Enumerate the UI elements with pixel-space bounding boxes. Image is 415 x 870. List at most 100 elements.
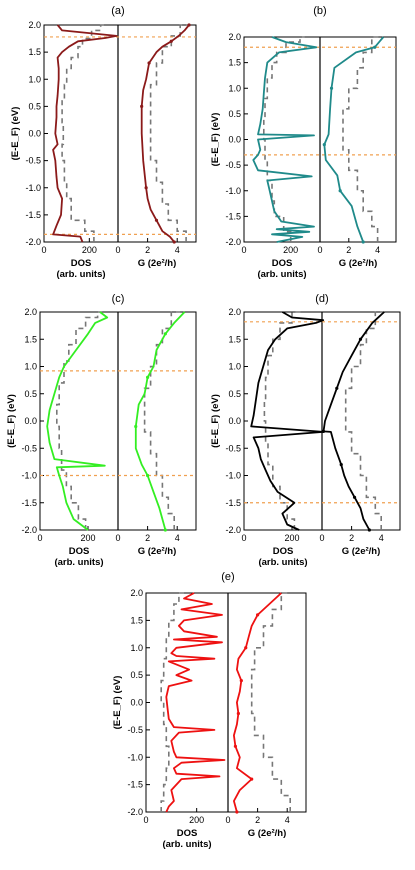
- conductance-point: [146, 473, 150, 478]
- conductance-point: [361, 240, 365, 244]
- g-axis-label: G (2e²/h): [342, 546, 381, 557]
- g-tick-label: 2: [145, 245, 150, 255]
- y-tick-label: 1.0: [24, 362, 37, 372]
- dos-axis-units: (arb. units): [162, 839, 211, 850]
- dos-tick-label: 200: [189, 815, 204, 825]
- g-tick-label: 2: [346, 245, 351, 255]
- g-axis-label: G (2e²/h): [339, 258, 378, 269]
- y-tick-label: -1.5: [225, 211, 241, 221]
- y-tick-label: -1.0: [21, 471, 37, 481]
- panel-label: (e): [221, 571, 234, 583]
- g-tick-label: 2: [349, 533, 354, 543]
- y-tick-label: 0.5: [228, 109, 241, 119]
- y-tick-label: 1.5: [28, 47, 41, 57]
- conductance-point: [235, 810, 239, 814]
- y-tick-label: 0.5: [130, 670, 143, 680]
- y-tick-label: -1.0: [225, 471, 241, 481]
- dos-axis-label: DOS: [177, 828, 198, 839]
- conductance-point: [244, 646, 248, 650]
- conductance-point: [256, 613, 260, 617]
- y-tick-label: -0.5: [225, 160, 241, 170]
- y-tick-label: -2.0: [21, 525, 37, 535]
- dos-axis-units: (arb. units): [54, 557, 103, 568]
- y-tick-label: -1.5: [25, 210, 41, 220]
- reference-dos-curve: [61, 24, 108, 242]
- dos-axis-label: DOS: [71, 258, 92, 269]
- dos-tick-label: 0: [37, 533, 42, 543]
- y-tick-label: -2.0: [127, 807, 143, 817]
- g-tick-label: 4: [175, 533, 180, 543]
- conductance-point: [339, 463, 343, 467]
- y-tick-label: 2.0: [28, 20, 41, 30]
- y-axis-label: (E-E_F) (eV): [210, 113, 221, 167]
- g-axis-label: G (2e²/h): [248, 828, 287, 839]
- panel-d: (d) 2.0 1.5 1.0 0.5 0.0 -0.5 -1.0 -1.5 -2.0 (E-E_F…: [210, 293, 401, 568]
- g-tick-label: 0: [317, 245, 322, 255]
- y-tick-label: 1.0: [228, 362, 241, 372]
- conductance-curve: [233, 592, 282, 813]
- y-tick-label: -1.0: [25, 183, 41, 193]
- y-tick-label: 0.0: [228, 135, 241, 145]
- dos-axis-label: DOS: [273, 546, 294, 557]
- y-tick-label: -1.5: [21, 498, 37, 508]
- conductance-point: [321, 429, 326, 433]
- conductance-point: [236, 711, 240, 716]
- g-tick-label: 4: [285, 815, 290, 825]
- conductance-point: [352, 495, 357, 499]
- y-tick-label: -1.0: [127, 752, 143, 762]
- g-tick-label: 0: [319, 533, 324, 543]
- conductance-point: [146, 375, 150, 379]
- y-tick-label: -2.0: [225, 237, 241, 247]
- conductance-point: [147, 61, 151, 65]
- dos-curve: [252, 36, 318, 243]
- conductance-point: [140, 104, 144, 108]
- y-tick-label: 1.0: [228, 83, 241, 93]
- g-tick-label: 4: [375, 245, 380, 255]
- y-tick-label: 0.0: [228, 416, 241, 426]
- g-tick-label: 0: [225, 815, 230, 825]
- y-tick-label: 1.5: [130, 615, 143, 625]
- y-tick-label: -0.5: [225, 443, 241, 453]
- y-tick-label: 0.0: [24, 416, 37, 426]
- y-axis-label: (E-E_F) (eV): [10, 107, 21, 161]
- conductance-point: [373, 45, 377, 49]
- dos-curve: [250, 311, 325, 531]
- y-tick-label: 1.0: [130, 643, 143, 653]
- dos-axis-units: (arb. units): [257, 269, 306, 280]
- panel-label: (d): [315, 293, 328, 305]
- y-tick-label: 0.5: [24, 389, 37, 399]
- y-tick-label: -1.0: [225, 186, 241, 196]
- reference-conductance-curve: [344, 311, 385, 530]
- conductance-point: [172, 240, 176, 244]
- reference-conductance-curve: [149, 24, 189, 242]
- dos-tick-label: 0: [241, 245, 246, 255]
- dos-axis-label: DOS: [272, 258, 293, 269]
- dos-axis-units: (arb. units): [258, 557, 307, 568]
- conductance-curve: [322, 311, 385, 531]
- y-tick-label: 1.0: [28, 74, 41, 84]
- dos-tick-label: 0: [241, 533, 246, 543]
- conductance-point: [322, 143, 326, 147]
- conductance-point: [358, 337, 363, 341]
- conductance-point: [187, 23, 191, 27]
- plot-frame: [145, 592, 307, 813]
- conductance-curve: [323, 36, 385, 243]
- reference-dos-curve: [160, 592, 184, 812]
- conductance-curve: [134, 311, 186, 531]
- y-tick-label: 0.5: [28, 101, 41, 111]
- y-tick-label: 2.0: [24, 307, 37, 317]
- g-tick-label: 0: [115, 533, 120, 543]
- reference-conductance-curve: [342, 36, 381, 242]
- y-tick-label: 0.0: [130, 698, 143, 708]
- y-tick-label: -0.5: [21, 443, 37, 453]
- g-tick-label: 2: [145, 533, 150, 543]
- conductance-point: [367, 528, 371, 532]
- y-tick-label: 1.5: [228, 334, 241, 344]
- y-axis-label: (E-E_F) (eV): [6, 394, 17, 448]
- g-tick-label: 2: [255, 815, 260, 825]
- y-tick-label: -1.5: [127, 780, 143, 790]
- y-axis-label: (E-E_F) (eV): [112, 676, 123, 730]
- y-tick-label: 2.0: [228, 307, 241, 317]
- dos-tick-label: 200: [80, 533, 95, 543]
- g-tick-label: 0: [115, 245, 120, 255]
